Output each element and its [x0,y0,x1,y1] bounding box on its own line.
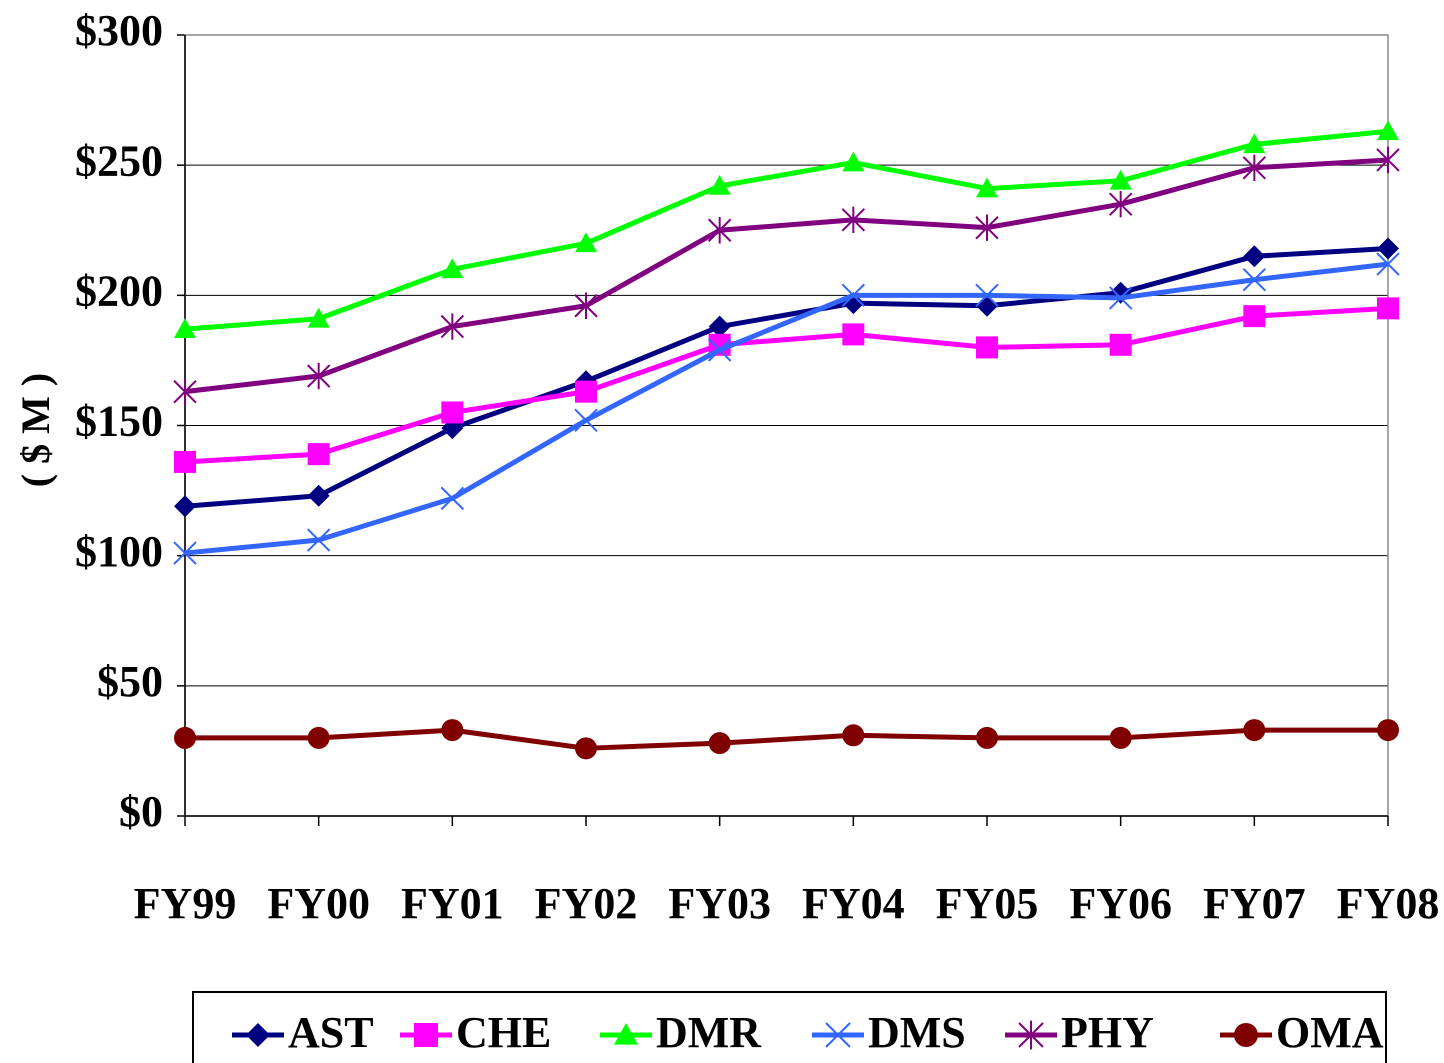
marker [1234,1023,1258,1047]
marker [1377,237,1399,260]
marker [614,1023,638,1045]
marker [976,336,998,359]
marker [842,724,865,747]
series-line [184,261,1389,556]
legend-label: PHY [1061,1008,1154,1057]
marker [708,315,731,338]
series-line [184,128,1389,332]
x-tick-label: FY03 [668,879,771,928]
marker [174,450,196,473]
marker [307,307,330,328]
series-line [185,727,1388,751]
marker [707,217,732,244]
marker [842,323,865,346]
y-tick-label: $50 [97,657,163,706]
marker [440,486,465,511]
x-tick-label: FY07 [1203,879,1306,928]
marker [842,151,865,172]
marker [1377,297,1399,320]
marker [976,294,998,317]
marker [174,318,196,338]
legend-label: CHE [456,1008,551,1057]
marker [414,1023,438,1047]
y-tick-label: $150 [75,397,163,446]
marker [174,726,196,749]
marker [1108,191,1133,218]
marker [307,484,330,507]
marker [1377,120,1399,141]
marker [574,292,598,319]
marker [841,283,866,308]
marker [1109,333,1132,356]
marker [1243,245,1266,268]
marker [841,206,866,234]
marker [976,726,998,749]
marker [441,401,464,424]
y-tick-label: $250 [75,136,163,185]
marker [1242,268,1267,292]
marker [173,378,197,405]
marker [1109,726,1132,749]
marker [1018,1020,1044,1050]
series-line [184,245,1389,509]
marker [173,541,197,565]
y-tick-label: $300 [75,6,163,55]
y-axis-label: ( $ M ) [13,373,58,487]
legend-label: DMS [868,1008,966,1057]
marker [1108,286,1133,310]
marker [1377,719,1399,742]
marker [441,258,464,279]
marker [1109,169,1132,190]
marker [1376,252,1400,276]
marker [440,313,465,340]
marker [575,737,597,760]
x-tick-label: FY00 [267,879,370,928]
marker [1376,146,1400,174]
marker [708,174,731,195]
marker [575,380,597,403]
legend-label: OMA [1276,1008,1384,1057]
x-tick-label: FY08 [1337,879,1440,928]
marker [976,177,998,198]
series-line [184,305,1389,465]
marker [1243,719,1266,742]
marker [306,528,331,552]
marker [825,1022,851,1048]
marker [1243,305,1266,328]
x-tick-label: FY01 [401,879,504,928]
legend-label: DMR [656,1008,762,1057]
y-tick-label: $200 [75,266,163,315]
x-tick-label: FY06 [1069,879,1172,928]
legend-label: AST [288,1008,374,1057]
marker [708,732,731,755]
y-tick-label: $0 [119,787,163,836]
marker [575,232,597,253]
marker [975,214,999,241]
x-tick-label: FY05 [936,879,1039,928]
x-tick-label: FY99 [134,879,237,928]
marker [975,283,999,308]
marker [306,362,331,390]
marker [1243,133,1266,154]
marker [307,726,330,749]
marker [1242,154,1267,181]
marker [574,408,598,433]
x-tick-label: FY02 [535,879,638,928]
y-tick-label: $100 [75,527,163,576]
marker [441,719,464,742]
x-tick-label: FY04 [802,879,905,928]
marker [246,1023,270,1047]
legend-box [192,991,1387,1063]
marker [307,443,330,466]
marker [174,495,196,518]
series-line [184,157,1389,395]
marker [707,338,732,362]
